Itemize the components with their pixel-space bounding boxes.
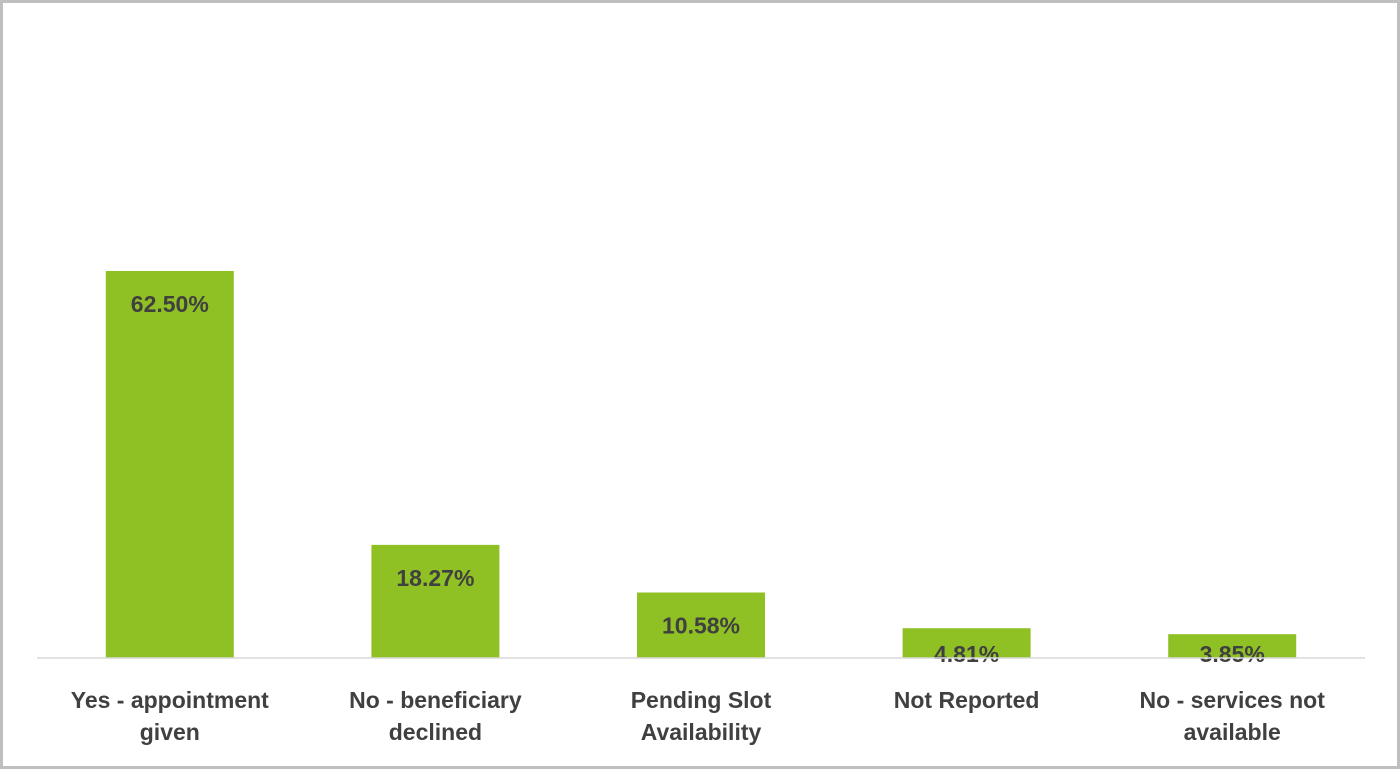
bar — [1168, 634, 1297, 658]
value-label: 10.58% — [662, 613, 740, 639]
x-tick-label: Not Reported — [893, 687, 1040, 713]
value-label: 18.27% — [396, 565, 474, 591]
value-label: 4.81% — [934, 641, 999, 667]
value-label: 62.50% — [131, 291, 209, 317]
bar — [105, 271, 234, 658]
x-tick-label: Pending Slot Availability — [630, 687, 772, 745]
x-tick-label: Yes - appointment given — [70, 687, 269, 745]
value-label: 3.85% — [1200, 641, 1265, 667]
bar — [371, 544, 500, 658]
bar — [637, 592, 765, 658]
x-tick-label: No - beneficiary declined — [349, 687, 522, 745]
bar — [902, 628, 1031, 658]
x-tick-label: No - services not available — [1139, 687, 1325, 745]
